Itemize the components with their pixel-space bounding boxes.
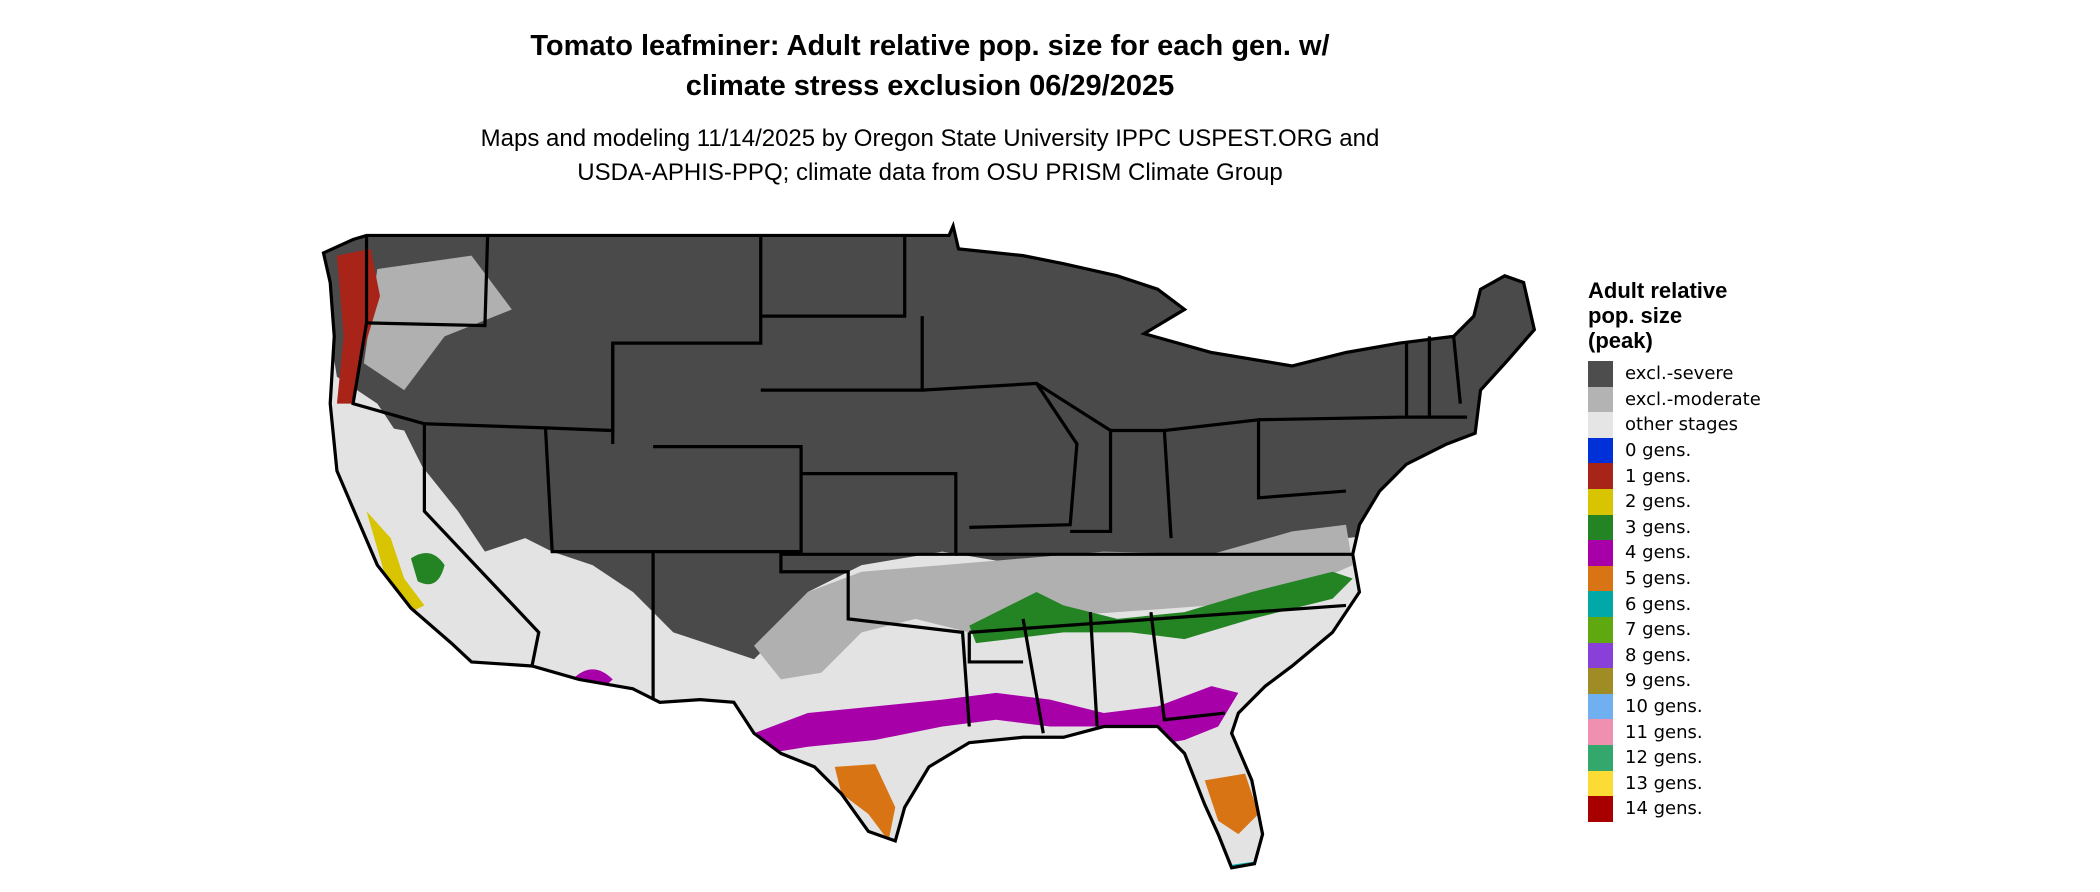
legend-swatch [1588, 770, 1613, 797]
region-excl-moderate [363, 255, 512, 391]
legend-items: excl.-severe excl.-moderate other stages 0 … [1588, 361, 1808, 822]
legend-label: 11 gens. [1625, 721, 1703, 743]
legend-swatch [1588, 591, 1613, 617]
map-fill [323, 226, 1535, 868]
legend-swatch [1588, 744, 1613, 771]
legend-label: 8 gens. [1625, 644, 1692, 666]
region-2-gens [366, 511, 425, 613]
region-4-gens [754, 686, 1239, 754]
legend-item: excl.-severe [1588, 361, 1808, 387]
legend-label: 6 gens. [1625, 593, 1692, 615]
legend-label: excl.-moderate [1625, 388, 1761, 410]
legend-label: 5 gens. [1625, 568, 1692, 590]
legend-swatch [1588, 488, 1613, 515]
legend-swatch [1588, 437, 1613, 464]
legend-swatch [1588, 668, 1613, 694]
legend-label: 1 gens. [1625, 465, 1692, 487]
legend-label: 9 gens. [1625, 670, 1692, 692]
legend-swatch [1588, 693, 1613, 720]
region-other-west [330, 417, 647, 693]
legend-item: 5 gens. [1588, 565, 1808, 592]
legend-label: excl.-severe [1625, 363, 1734, 385]
legend-label: 13 gens. [1625, 772, 1703, 794]
region-3-gens [410, 552, 445, 585]
legend-label: 12 gens. [1625, 747, 1703, 769]
legend-item: 12 gens. [1588, 744, 1808, 771]
legend-label: 4 gens. [1625, 542, 1692, 564]
region-5-gens [1204, 773, 1259, 835]
legend-swatch [1588, 616, 1613, 643]
map-subtitle: Maps and modeling 11/14/2025 by Oregon S… [480, 125, 1380, 186]
legend-item: 3 gens. [1588, 514, 1808, 541]
legend-item: 7 gens. [1588, 616, 1808, 643]
legend-label: 2 gens. [1625, 491, 1692, 513]
legend-swatch [1588, 642, 1613, 669]
legend-swatch [1588, 540, 1613, 566]
legend-label: other stages [1625, 414, 1739, 436]
legend-swatch [1588, 361, 1613, 387]
legend-swatch [1588, 386, 1613, 413]
legend-swatch [1588, 565, 1613, 592]
legend-item: 4 gens. [1588, 540, 1808, 566]
legend-label: 7 gens. [1625, 619, 1692, 641]
legend-swatch [1588, 514, 1613, 541]
legend-swatch [1588, 796, 1613, 822]
region-1-gens [336, 248, 380, 404]
legend-item: 2 gens. [1588, 488, 1808, 515]
legend-item: excl.-moderate [1588, 386, 1808, 413]
legend-swatch [1588, 719, 1613, 745]
legend-item: 9 gens. [1588, 668, 1808, 694]
map-title: Tomato leafminer: Adult relative pop. si… [530, 30, 1330, 102]
legend-label: 14 gens. [1625, 798, 1703, 820]
legend-item: 0 gens. [1588, 437, 1808, 464]
legend-label: 3 gens. [1625, 516, 1692, 538]
legend-item: 13 gens. [1588, 770, 1808, 797]
region-5-gens [834, 764, 896, 841]
legend-item: 1 gens. [1588, 463, 1808, 489]
legend-item: 6 gens. [1588, 591, 1808, 617]
legend-item: 8 gens. [1588, 642, 1808, 669]
legend-swatch [1588, 463, 1613, 489]
state-borders [321, 224, 1536, 870]
legend: Adult relative pop. size (peak) excl.-se… [1588, 278, 1808, 822]
legend-item: 10 gens. [1588, 693, 1808, 720]
legend-label: 10 gens. [1625, 696, 1703, 718]
legend-label: 0 gens. [1625, 440, 1692, 462]
legend-item: 14 gens. [1588, 796, 1808, 822]
legend-item: other stages [1588, 412, 1808, 438]
legend-title: Adult relative pop. size (peak) [1588, 278, 1728, 353]
legend-item: 11 gens. [1588, 719, 1808, 745]
legend-swatch [1588, 412, 1613, 438]
